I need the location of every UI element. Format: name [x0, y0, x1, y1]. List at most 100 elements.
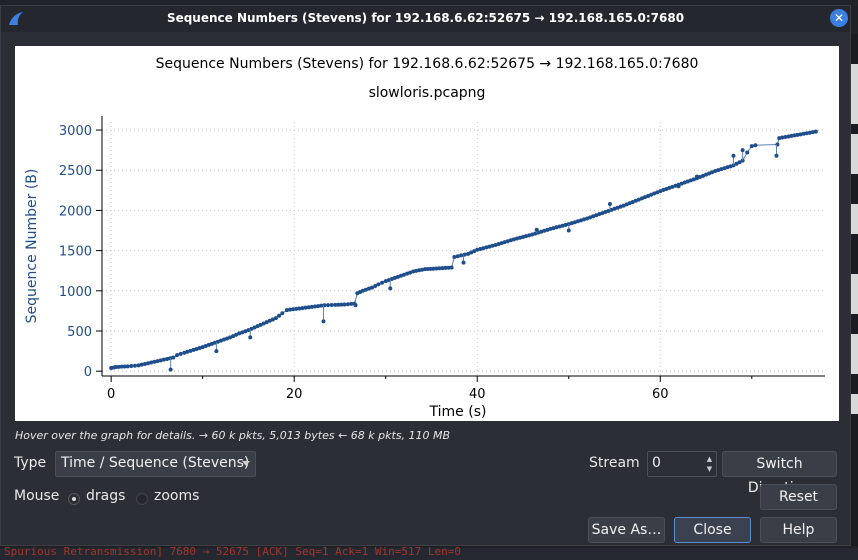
sequence-point — [649, 192, 654, 197]
zooms-label[interactable]: zooms — [154, 488, 200, 504]
drags-radio[interactable] — [68, 493, 80, 505]
sequence-point — [466, 251, 471, 256]
sequence-line — [111, 131, 816, 369]
sequence-point — [612, 206, 617, 211]
outlier-point — [731, 153, 736, 158]
sequence-point — [252, 325, 257, 330]
sequence-point — [560, 223, 565, 228]
sequence-point — [481, 246, 486, 251]
mouse-label: Mouse — [14, 488, 60, 504]
sequence-point — [309, 304, 314, 309]
sequence-point — [136, 363, 141, 368]
sequence-point — [533, 231, 538, 236]
sequence-point — [345, 302, 350, 307]
sequence-point — [704, 172, 709, 177]
y-tick-label: 1000 — [59, 285, 92, 300]
sequence-point — [618, 204, 623, 209]
help-button[interactable]: Help — [760, 517, 837, 543]
sequence-point — [539, 229, 544, 234]
sequence-point — [469, 250, 474, 255]
sequence-point — [258, 322, 263, 327]
sequence-point — [624, 202, 629, 207]
sequence-point — [386, 278, 391, 283]
sequence-point — [300, 306, 305, 311]
sequence-point — [414, 268, 419, 273]
sequence-point — [146, 361, 151, 366]
chart-title: Sequence Numbers (Stevens) for 192.168.6… — [156, 56, 699, 72]
sequence-point — [225, 336, 230, 341]
sequence-point — [339, 302, 344, 307]
sequence-point — [139, 362, 144, 367]
sequence-point — [149, 360, 154, 365]
title-bar[interactable]: Sequence Numbers (Stevens) for 192.168.6… — [1, 6, 850, 32]
sequence-point — [633, 198, 638, 203]
sequence-graph[interactable]: Sequence Numbers (Stevens) for 192.168.6… — [15, 46, 839, 421]
sequence-point — [280, 311, 285, 316]
sequence-point — [291, 307, 296, 312]
reset-button[interactable]: Reset — [760, 484, 837, 510]
sequence-point — [380, 280, 385, 285]
switch-direction-button[interactable]: Switch Direction — [722, 451, 837, 496]
sequence-point — [142, 361, 147, 366]
save-as-button[interactable]: Save As… — [588, 517, 665, 543]
sequence-point — [807, 130, 812, 135]
graph-area[interactable]: Sequence Numbers (Stevens) for 192.168.6… — [15, 46, 839, 421]
sequence-point — [578, 218, 583, 223]
sequence-point — [161, 357, 166, 362]
sequence-point — [297, 306, 302, 311]
sequence-point — [336, 302, 341, 307]
sequence-point — [132, 363, 137, 368]
chart-subtitle: slowloris.pcapng — [369, 85, 486, 101]
sequence-point — [780, 135, 785, 140]
grid-lines — [102, 122, 825, 376]
sequence-point — [496, 242, 501, 247]
sequence-point — [306, 305, 311, 310]
y-axis-label: Sequence Number (B) — [24, 169, 40, 324]
close-button[interactable]: Close — [674, 517, 751, 543]
sequence-point — [303, 305, 308, 310]
sequence-point — [294, 306, 299, 311]
sequence-point — [557, 224, 562, 229]
sequence-point — [349, 301, 354, 306]
sequence-point — [405, 271, 410, 276]
sequence-point — [600, 211, 605, 216]
y-tick-label: 1500 — [59, 245, 92, 260]
sequence-point — [652, 191, 657, 196]
sequence-point — [603, 210, 608, 215]
sequence-point — [270, 317, 275, 322]
sequence-point — [664, 186, 669, 191]
sequence-point — [710, 170, 715, 175]
spin-down-icon[interactable]: ▼ — [706, 465, 713, 473]
sequence-point — [185, 349, 190, 354]
outlier-point — [774, 153, 779, 158]
sequence-point — [411, 269, 416, 274]
window-close-button[interactable]: ✕ — [830, 9, 848, 27]
sequence-point — [455, 254, 460, 259]
sequence-point — [575, 219, 580, 224]
sequence-point — [360, 288, 365, 293]
sequence-point — [487, 244, 492, 249]
sequence-point — [373, 283, 378, 288]
sequence-point — [588, 215, 593, 220]
sequence-point — [209, 341, 214, 346]
sequence-point — [243, 329, 248, 334]
sequence-point — [329, 302, 334, 307]
graph-type-select[interactable]: Time / Sequence (Stevens) — [55, 451, 256, 477]
y-tick-label: 2500 — [59, 164, 92, 179]
outlier-point — [676, 184, 681, 189]
sequence-point — [606, 208, 611, 213]
sequence-point — [798, 132, 803, 137]
spin-up-icon[interactable]: ▲ — [706, 455, 713, 463]
sequence-point — [572, 220, 577, 225]
sequence-point — [505, 239, 510, 244]
sequence-point — [700, 173, 705, 178]
sequence-point — [691, 177, 696, 182]
sequence-point — [804, 131, 809, 136]
sequence-point — [443, 265, 448, 270]
stream-spinbox[interactable]: 0 ▲ ▼ — [647, 451, 717, 477]
sequence-point — [273, 316, 278, 321]
zooms-radio[interactable] — [136, 493, 148, 505]
sequence-point — [679, 181, 684, 186]
outlier-point — [566, 228, 571, 233]
drags-label[interactable]: drags — [86, 488, 126, 504]
